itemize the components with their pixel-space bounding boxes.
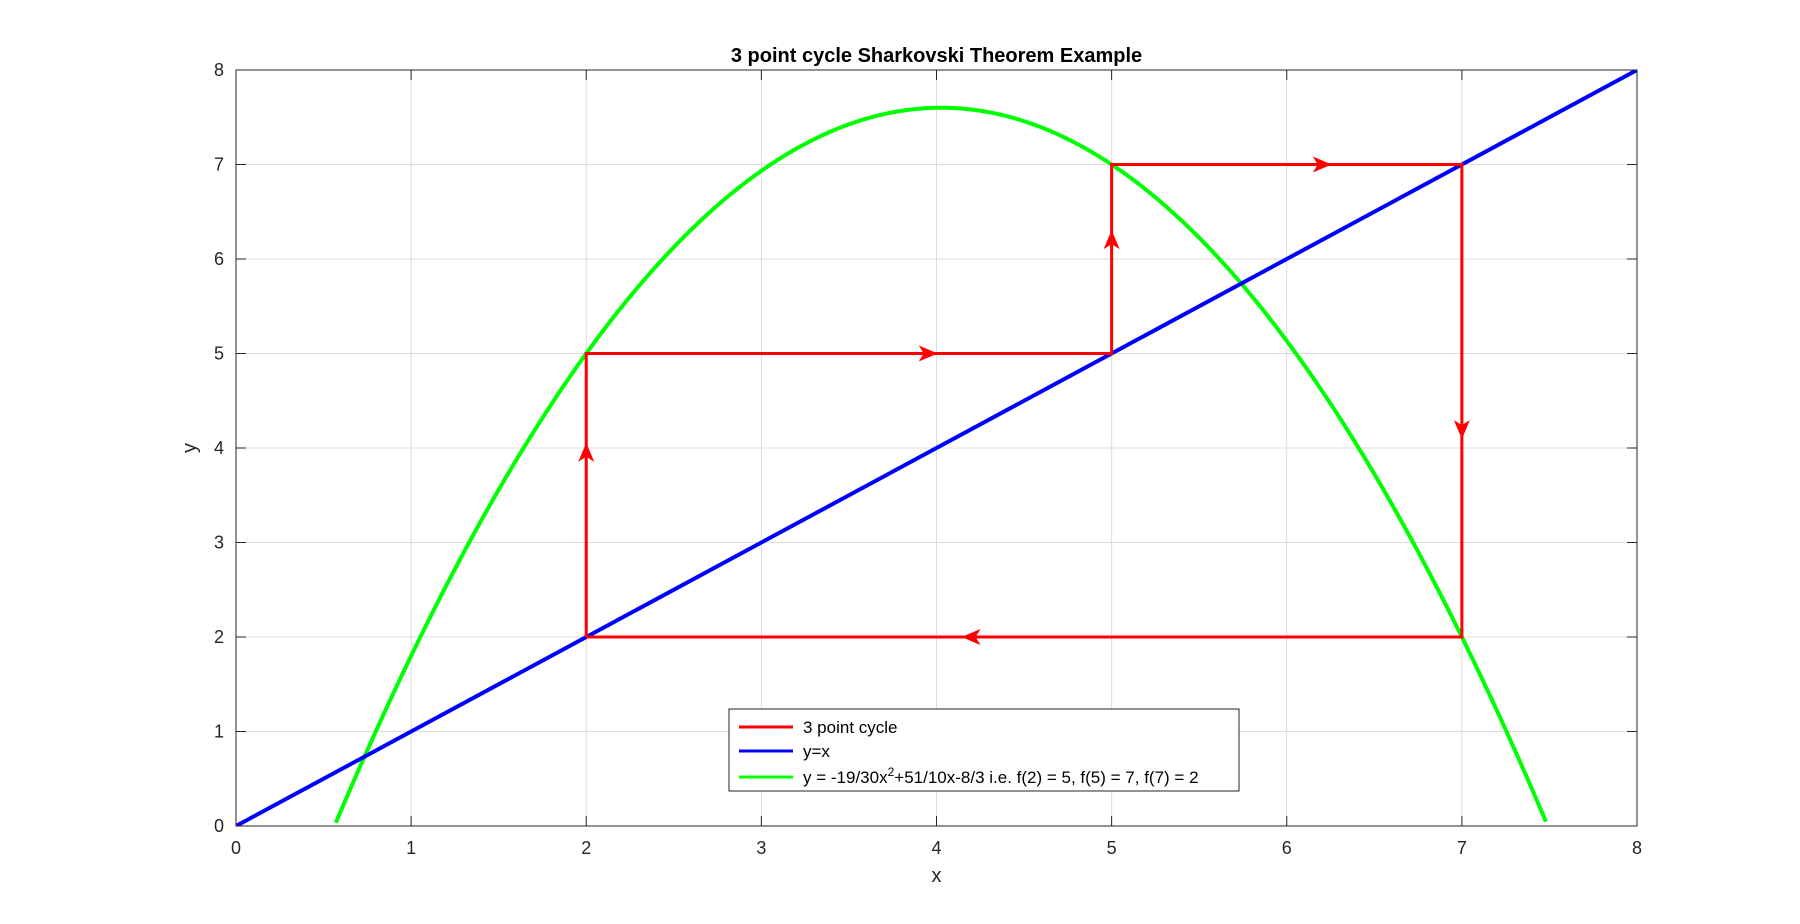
legend-label-y-equals-x: y=x bbox=[803, 742, 830, 761]
x-tick-label: 3 bbox=[756, 838, 766, 858]
cycle-arrowhead-up bbox=[1103, 230, 1120, 250]
legend: 3 point cycle y=x y = -19/30x2+51/10x-8/… bbox=[728, 708, 1240, 792]
tick-layer: 0 1 2 3 4 5 6 7 8 0 1 2 3 4 5 6 7 8 bbox=[214, 60, 1642, 858]
y-axis-label: y bbox=[179, 443, 201, 453]
x-tick-label: 6 bbox=[1282, 838, 1292, 858]
cycle-arrowhead-left bbox=[961, 629, 981, 645]
cycle-arrowhead-right bbox=[1312, 156, 1332, 173]
legend-label-quadratic-superscript: 2 bbox=[888, 765, 895, 779]
legend-box bbox=[728, 708, 1240, 792]
cycle-arrowhead-right bbox=[918, 345, 938, 362]
y-tick-label: 5 bbox=[214, 344, 224, 364]
cycle-arrowhead-down bbox=[1453, 420, 1470, 440]
arrow-layer bbox=[578, 156, 1470, 645]
y-tick-label: 0 bbox=[214, 816, 224, 836]
x-tick-label: 2 bbox=[581, 838, 591, 858]
legend-label-quadratic: y = -19/30x2+51/10x-8/3 i.e. f(2) = 5, f… bbox=[803, 765, 1199, 787]
y-tick-label: 8 bbox=[214, 60, 224, 80]
y-tick-label: 3 bbox=[214, 533, 224, 553]
y-tick-label: 7 bbox=[214, 155, 224, 175]
legend-label-3-point-cycle: 3 point cycle bbox=[803, 718, 898, 737]
y-tick-label: 1 bbox=[214, 722, 224, 742]
x-tick-label: 5 bbox=[1107, 838, 1117, 858]
legend-label-quadratic-part1: y = -19/30x bbox=[803, 768, 888, 787]
series-layer bbox=[236, 70, 1637, 826]
x-tick-label: 0 bbox=[231, 838, 241, 858]
x-tick-label: 4 bbox=[931, 838, 941, 858]
y-tick-label: 6 bbox=[214, 249, 224, 269]
y-tick-label: 4 bbox=[214, 438, 224, 458]
series-quadratic-curve bbox=[333, 105, 1548, 824]
x-tick-label: 8 bbox=[1632, 838, 1642, 858]
plot-area-frame bbox=[235, 69, 1638, 827]
x-tick-label: 1 bbox=[406, 838, 416, 858]
legend-label-quadratic-part2: +51/10x-8/3 i.e. f(2) = 5, f(5) = 7, f(7… bbox=[894, 768, 1198, 787]
series-y-equals-x-line bbox=[236, 70, 1637, 826]
cycle-arrowhead-up bbox=[578, 442, 595, 462]
series-3-point-cycle-line bbox=[584, 163, 1464, 639]
y-tick-label: 2 bbox=[214, 627, 224, 647]
x-axis-label: x bbox=[932, 865, 942, 887]
chart-title: 3 point cycle Sharkovski Theorem Example bbox=[731, 45, 1142, 67]
x-tick-label: 7 bbox=[1457, 838, 1467, 858]
